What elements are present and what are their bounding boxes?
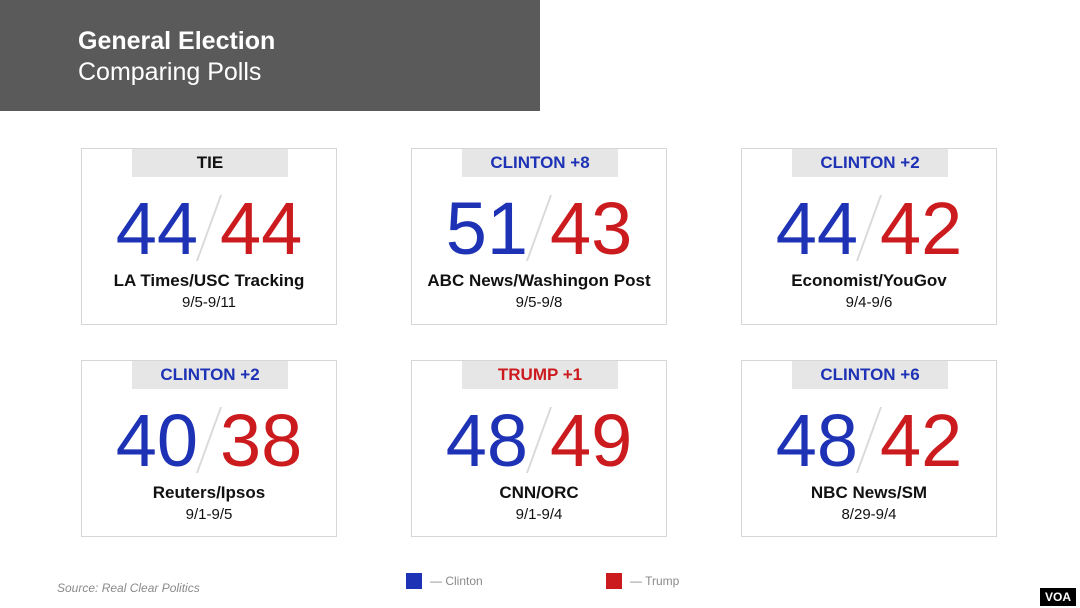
- title-banner: General Election Comparing Polls: [0, 0, 540, 111]
- pollster-name: Reuters/Ipsos: [152, 483, 266, 502]
- legend-label-clinton: — Clinton: [430, 574, 483, 588]
- clinton-value: 48: [445, 399, 528, 482]
- chart-subtitle: Comparing Polls: [78, 58, 262, 86]
- divider-slash: [525, 407, 553, 473]
- margin-badge: TRUMP +1: [462, 361, 618, 389]
- source-note: Source: Real Clear Politics: [57, 581, 200, 595]
- trump-value: 42: [880, 399, 963, 482]
- margin-badge: CLINTON +2: [132, 361, 288, 389]
- margin-badge: CLINTON +6: [792, 361, 948, 389]
- pollster-name: CNN/ORC: [499, 483, 579, 502]
- trump-value: 38: [220, 399, 303, 482]
- poll-card: CLINTON +2 44 42 Economist/YouGov 9/4-9/6: [741, 148, 997, 325]
- clinton-value: 40: [115, 399, 198, 482]
- divider-slash: [855, 407, 883, 473]
- trump-value: 43: [550, 187, 633, 270]
- poll-numbers: 51 43: [412, 189, 666, 269]
- poll-dates: 9/5-9/8: [515, 294, 563, 311]
- legend-swatch-clinton: [406, 573, 422, 589]
- divider-slash: [195, 195, 223, 261]
- poll-numbers: 40 38: [82, 401, 336, 481]
- trump-value: 49: [550, 399, 633, 482]
- poll-card: CLINTON +6 48 42 NBC News/SM 8/29-9/4: [741, 360, 997, 537]
- chart-title: General Election: [78, 27, 276, 55]
- margin-badge: TIE: [132, 149, 288, 177]
- pollster-name: ABC News/Washingon Post: [427, 271, 651, 290]
- poll-dates: 9/4-9/6: [845, 294, 893, 311]
- poll-card: TIE 44 44 LA Times/USC Tracking 9/5-9/11: [81, 148, 337, 325]
- pollster-name: Economist/YouGov: [791, 271, 947, 290]
- clinton-value: 48: [775, 399, 858, 482]
- poll-dates: 8/29-9/4: [841, 506, 897, 523]
- legend-label-trump: — Trump: [630, 574, 680, 588]
- poll-numbers: 48 42: [742, 401, 996, 481]
- divider-slash: [195, 407, 223, 473]
- poll-dates: 9/1-9/5: [185, 506, 233, 523]
- poll-dates: 9/5-9/11: [182, 294, 236, 311]
- trump-value: 42: [880, 187, 963, 270]
- voa-logo: VOA: [1039, 588, 1076, 606]
- margin-badge: CLINTON +8: [462, 149, 618, 177]
- pollster-name: NBC News/SM: [810, 483, 928, 502]
- clinton-value: 44: [775, 187, 858, 270]
- trump-value: 44: [220, 187, 303, 270]
- divider-slash: [525, 195, 553, 261]
- poll-numbers: 44 44: [82, 189, 336, 269]
- poll-card: TRUMP +1 48 49 CNN/ORC 9/1-9/4: [411, 360, 667, 537]
- poll-dates: 9/1-9/4: [515, 506, 563, 523]
- poll-numbers: 44 42: [742, 189, 996, 269]
- poll-card: CLINTON +2 40 38 Reuters/Ipsos 9/1-9/5: [81, 360, 337, 537]
- divider-slash: [855, 195, 883, 261]
- margin-badge: CLINTON +2: [792, 149, 948, 177]
- clinton-value: 51: [445, 187, 528, 270]
- clinton-value: 44: [115, 187, 198, 270]
- legend-swatch-trump: [606, 573, 622, 589]
- poll-numbers: 48 49: [412, 401, 666, 481]
- pollster-name: LA Times/USC Tracking: [113, 271, 305, 290]
- poll-card: CLINTON +8 51 43 ABC News/Washingon Post 9/5…: [411, 148, 667, 325]
